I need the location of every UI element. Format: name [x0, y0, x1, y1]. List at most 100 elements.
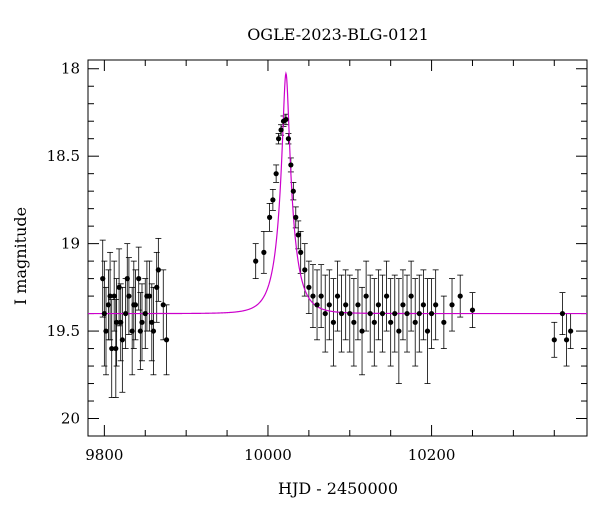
data-point [137, 328, 143, 334]
data-point [142, 310, 148, 317]
y-tick-label: 19 [61, 235, 80, 253]
data-point [559, 310, 566, 317]
data-point [290, 188, 296, 194]
data-point [420, 302, 426, 308]
data-point [105, 302, 112, 308]
data-point [267, 214, 273, 220]
data-point [469, 307, 476, 313]
data-point [295, 232, 301, 238]
data-point [155, 267, 161, 273]
data-point [119, 337, 125, 343]
data-point [343, 302, 349, 308]
data-point [109, 345, 115, 352]
data-point [288, 162, 294, 168]
errorbar-layer [99, 113, 574, 398]
data-point [396, 328, 402, 334]
data-point [283, 116, 289, 123]
data-point [318, 293, 324, 299]
y-tick-label: 18 [61, 60, 80, 78]
data-point [124, 276, 130, 282]
data-point [285, 136, 292, 142]
x-tick-label: 10000 [244, 446, 292, 464]
data-point [367, 310, 373, 317]
data-point [383, 293, 390, 299]
data-point [136, 276, 142, 282]
data-point [150, 328, 157, 334]
data-point [160, 302, 166, 308]
model-layer [88, 71, 587, 315]
data-point [388, 319, 394, 325]
data-point [326, 302, 332, 308]
data-point [314, 302, 320, 308]
data-point [404, 310, 410, 317]
data-point [371, 319, 377, 325]
data-point [278, 127, 284, 133]
data-point [139, 319, 145, 325]
data-point [347, 310, 353, 317]
data-point [118, 319, 124, 325]
data-point [273, 171, 279, 177]
data-point [123, 310, 129, 317]
data-point [293, 214, 299, 220]
data-point [111, 293, 117, 299]
x-axis-title: HJD - 2450000 [278, 479, 398, 498]
data-point [400, 302, 406, 308]
data-point [131, 302, 137, 308]
data-point [276, 136, 282, 142]
data-point [129, 328, 135, 334]
data-point [433, 302, 439, 308]
data-point [310, 293, 316, 299]
data-point [338, 310, 345, 317]
data-point [154, 284, 160, 290]
data-point [302, 267, 308, 273]
data-point [261, 249, 267, 255]
ticks-layer: 9800 10000 10200 18 18.5 19 19.5 20 [47, 60, 587, 464]
data-point [441, 319, 447, 325]
data-point [100, 276, 106, 282]
data-point [107, 293, 113, 299]
data-point [379, 310, 386, 317]
data-point [428, 310, 435, 317]
plot-frame [87, 59, 588, 437]
data-point [163, 337, 170, 343]
data-point [101, 310, 107, 317]
data-point [363, 293, 369, 299]
x-tick-label: 9800 [85, 446, 123, 464]
y-tick-label: 18.5 [47, 147, 80, 165]
data-point [359, 328, 365, 334]
data-point [375, 302, 382, 308]
data-point [351, 319, 357, 325]
data-point [322, 310, 328, 317]
data-point [270, 197, 276, 203]
data-point [449, 302, 455, 308]
points-layer [100, 116, 574, 352]
data-point [563, 337, 570, 343]
data-point [334, 293, 341, 299]
data-point [306, 284, 312, 290]
data-point [412, 319, 418, 325]
data-point [408, 293, 414, 299]
data-point [126, 293, 132, 299]
data-point [113, 345, 119, 352]
chart-title: OGLE-2023-BLG-0121 [247, 25, 429, 44]
data-point [144, 293, 150, 299]
data-point [114, 319, 120, 325]
data-point [568, 328, 574, 334]
data-point [116, 284, 122, 290]
data-point [424, 328, 431, 334]
data-point [253, 258, 259, 264]
data-point [149, 319, 155, 325]
y-tick-label: 19.5 [47, 322, 80, 340]
data-point [457, 293, 463, 299]
data-point [103, 328, 109, 334]
data-point [551, 337, 557, 343]
data-point [298, 249, 304, 255]
data-point [330, 319, 337, 325]
x-tick-label: 10200 [408, 446, 456, 464]
data-point [392, 310, 398, 317]
data-point [416, 310, 422, 317]
model-curve [88, 71, 587, 315]
data-point [355, 302, 361, 308]
